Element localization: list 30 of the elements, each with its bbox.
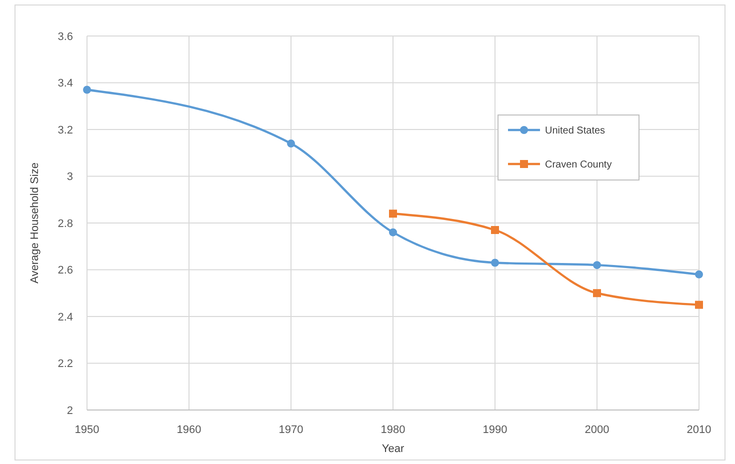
x-tick-label: 1950 — [74, 424, 100, 436]
y-tick-label: 2.8 — [58, 218, 73, 230]
point — [695, 270, 703, 278]
legend-label: United States — [545, 126, 606, 136]
x-tick-label: 1970 — [278, 424, 304, 436]
point — [83, 86, 91, 94]
point — [491, 226, 499, 234]
x-axis-title: Year — [382, 443, 404, 455]
x-tick-label: 2000 — [584, 424, 610, 436]
x-tick-label: 2010 — [686, 424, 712, 436]
y-tick-label: 3.2 — [58, 124, 73, 136]
legend-label: Craven County — [545, 160, 612, 170]
y-tick-label: 2.2 — [58, 358, 73, 370]
x-tick-label: 1980 — [380, 424, 406, 436]
x-tick-label: 1990 — [482, 424, 508, 436]
point — [287, 140, 295, 148]
x-tick-label: 1960 — [176, 424, 202, 436]
point — [695, 300, 703, 309]
point — [593, 289, 601, 298]
point — [593, 261, 601, 270]
y-tick-label: 2.6 — [58, 264, 73, 277]
y-tick-label: 3 — [66, 171, 73, 184]
y-tick-label: 2.4 — [58, 311, 73, 324]
point — [389, 210, 397, 218]
point — [389, 228, 397, 236]
point — [491, 258, 499, 267]
y-tick-label: 2 — [66, 404, 73, 417]
y-tick-label: 3.6 — [58, 30, 73, 43]
y-tick-label: 3.4 — [58, 78, 73, 90]
y-axis-title: Average Household Size — [29, 162, 41, 284]
